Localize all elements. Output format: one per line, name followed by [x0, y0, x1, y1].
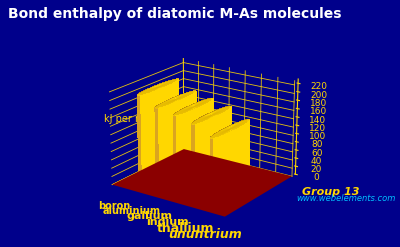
- Text: Bond enthalpy of diatomic M-As molecules: Bond enthalpy of diatomic M-As molecules: [8, 7, 342, 21]
